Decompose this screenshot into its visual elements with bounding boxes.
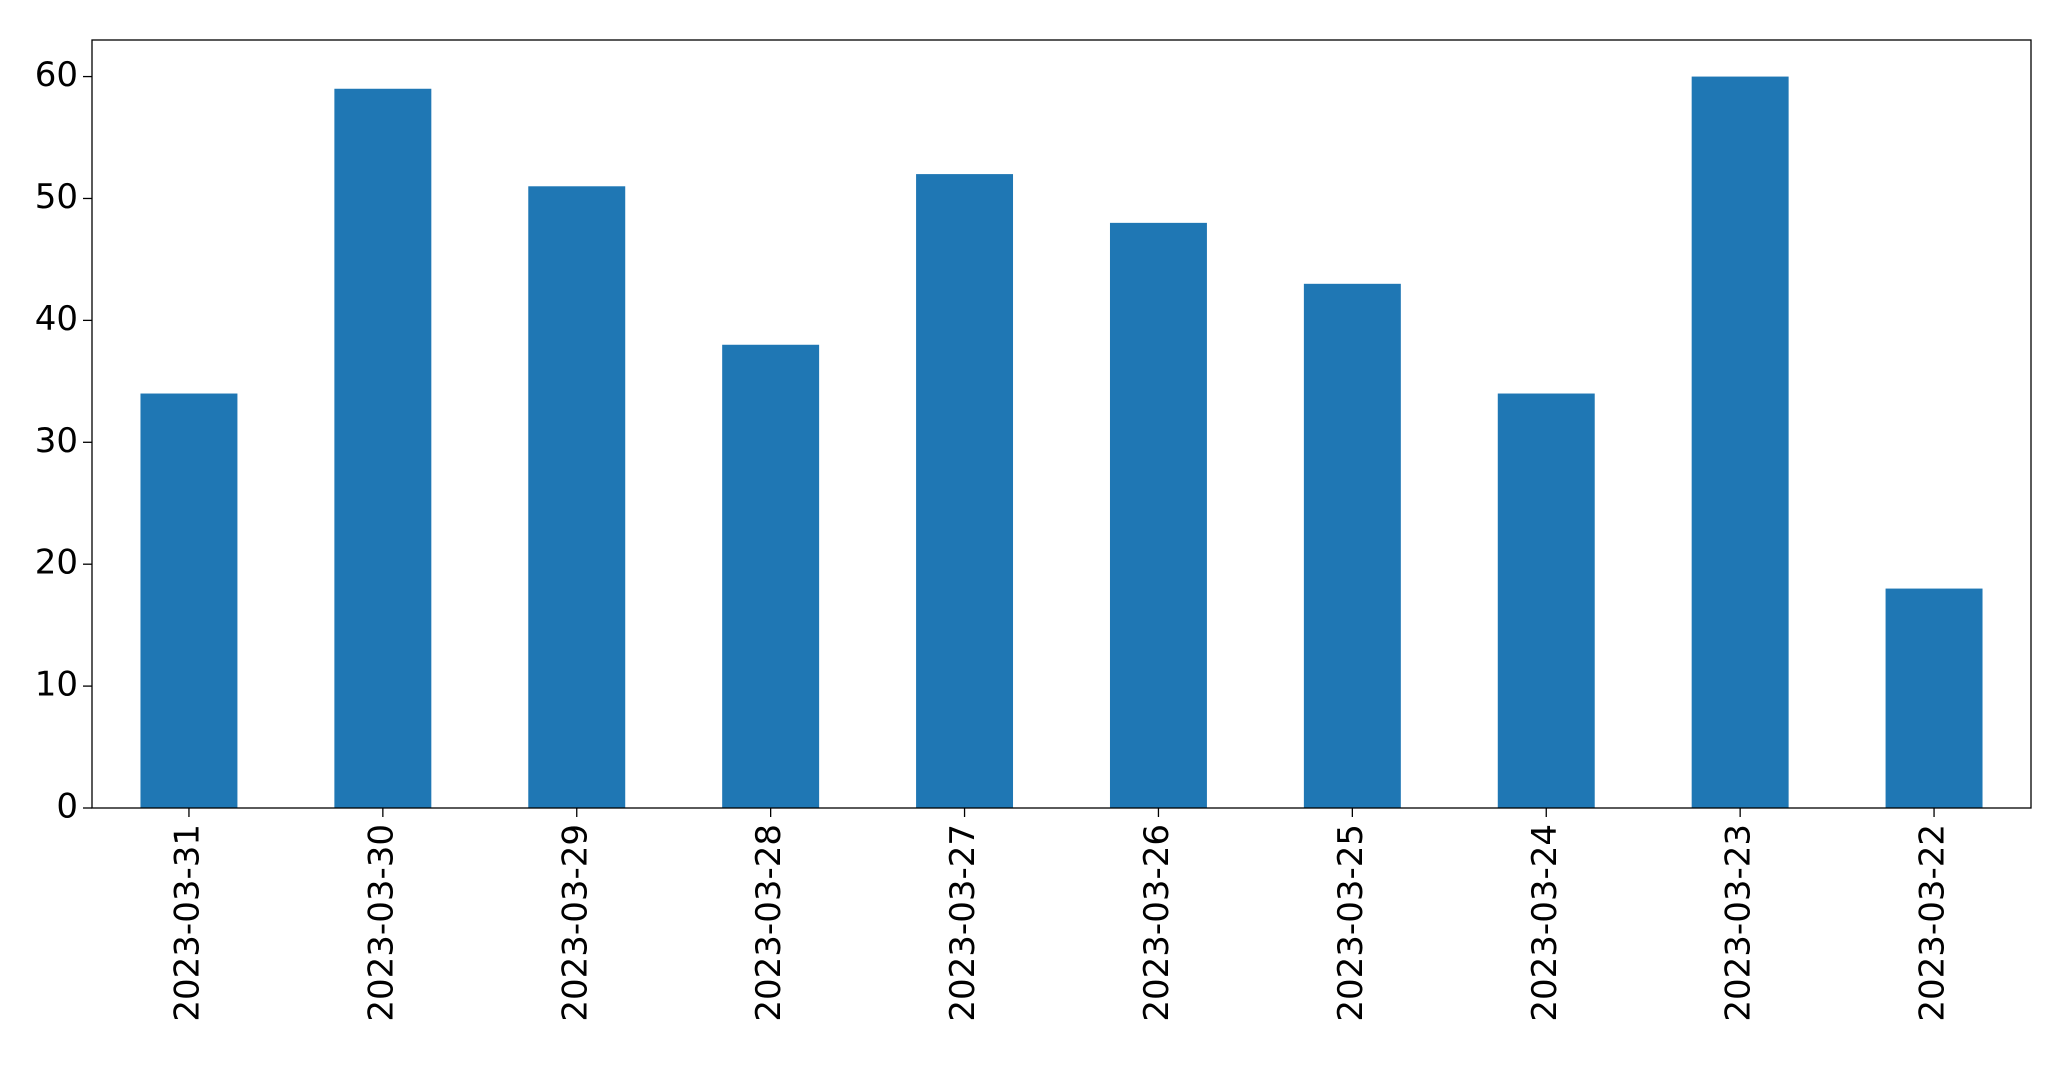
bar	[1497, 393, 1595, 808]
y-tick-label: 30	[35, 421, 78, 461]
y-tick-label: 20	[35, 543, 78, 583]
x-tick-label: 2023-03-23	[1719, 824, 1759, 1022]
bar	[1303, 283, 1401, 808]
bar	[528, 186, 626, 809]
bar	[1691, 76, 1789, 809]
y-tick-label: 0	[56, 787, 78, 827]
y-tick-label: 10	[35, 665, 78, 705]
x-tick-label: 2023-03-31	[167, 824, 207, 1022]
y-tick-label: 40	[35, 299, 78, 339]
x-tick-label: 2023-03-29	[555, 824, 595, 1022]
x-tick-label: 2023-03-25	[1331, 824, 1371, 1022]
x-tick-label: 2023-03-24	[1525, 824, 1565, 1022]
x-tick-label: 2023-03-22	[1913, 824, 1953, 1022]
x-tick-label: 2023-03-26	[1137, 824, 1177, 1022]
y-tick-label: 50	[35, 177, 78, 217]
bar	[334, 88, 432, 808]
x-tick-label: 2023-03-30	[361, 824, 401, 1022]
plot-frame	[91, 39, 2032, 809]
bar	[916, 174, 1014, 809]
x-tick-label: 2023-03-27	[943, 824, 983, 1022]
y-tick-label: 60	[35, 55, 78, 95]
bar	[1885, 588, 1983, 808]
bar	[140, 393, 238, 808]
bar	[722, 344, 820, 808]
bar	[1109, 222, 1207, 808]
x-tick-label: 2023-03-28	[749, 824, 789, 1022]
